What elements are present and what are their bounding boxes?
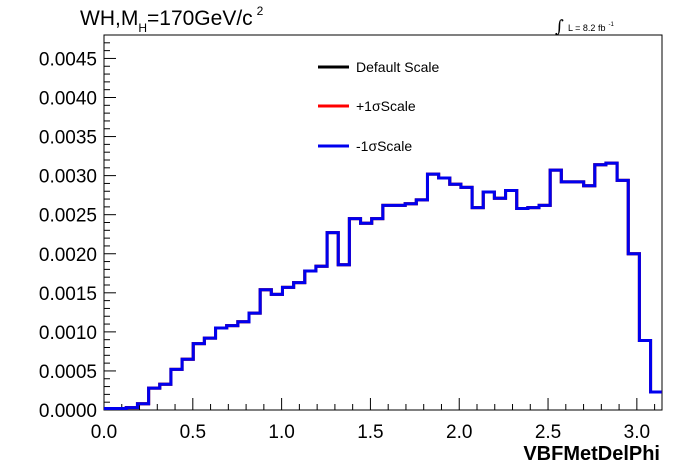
lumi-label: L = 8.2 fb -1 [568,22,614,33]
lumi-text: L = 8.2 fb [568,23,605,33]
chart-title-sup: 2 [257,4,264,18]
x-axis-label: VBFMetDelPhi [523,443,660,465]
chart-title: WH,MH=170GeV/c 2 [80,4,264,35]
x-tick-label: 1.5 [357,422,383,443]
y-tick-label: 0.0025 [39,206,97,227]
legend-label-default: Default Scale [356,59,439,75]
x-tick-label: 2.5 [535,422,561,443]
y-tick-label: 0.0000 [39,401,97,422]
x-tick-label: 0.0 [91,422,117,443]
y-tick-label: 0.0040 [39,89,97,110]
y-tick-label: 0.0020 [39,245,97,266]
plot-frame [103,34,663,411]
y-tick-label: 0.0010 [39,323,97,344]
series-line-0 [104,161,662,410]
x-tick-label: 3.0 [624,422,650,443]
axis-ticks [103,42,656,411]
y-tick-label: 0.0045 [39,49,97,70]
x-tick-label: 2.0 [446,422,472,443]
y-tick-label: 0.0030 [39,167,97,188]
series-line-1 [104,161,662,410]
y-tick-label: 0.0015 [39,284,97,305]
series-layer [104,161,662,410]
lumi-sup: -1 [608,22,614,28]
x-tick-label: 1.0 [268,422,294,443]
legend: Default Scale +1σScale -1σScale [318,59,439,154]
chart-title-main: WH,M [80,7,138,30]
y-tick-label: 0.0005 [39,362,97,383]
chart-title-tail: =170GeV/c [147,7,253,30]
legend-label-plus: +1σScale [356,98,416,114]
series-line-2 [104,161,662,410]
lumi-integral: ∫ [555,17,564,37]
tick-labels: 0.0 0.5 1.0 1.5 2.0 2.5 3.0 0.0000 0.0005 0.0010 0… [39,49,650,443]
x-tick-label: 0.5 [180,422,206,443]
chart-title-sub: H [138,21,147,35]
y-tick-label: 0.0035 [39,128,97,149]
legend-label-minus: -1σScale [356,138,412,154]
